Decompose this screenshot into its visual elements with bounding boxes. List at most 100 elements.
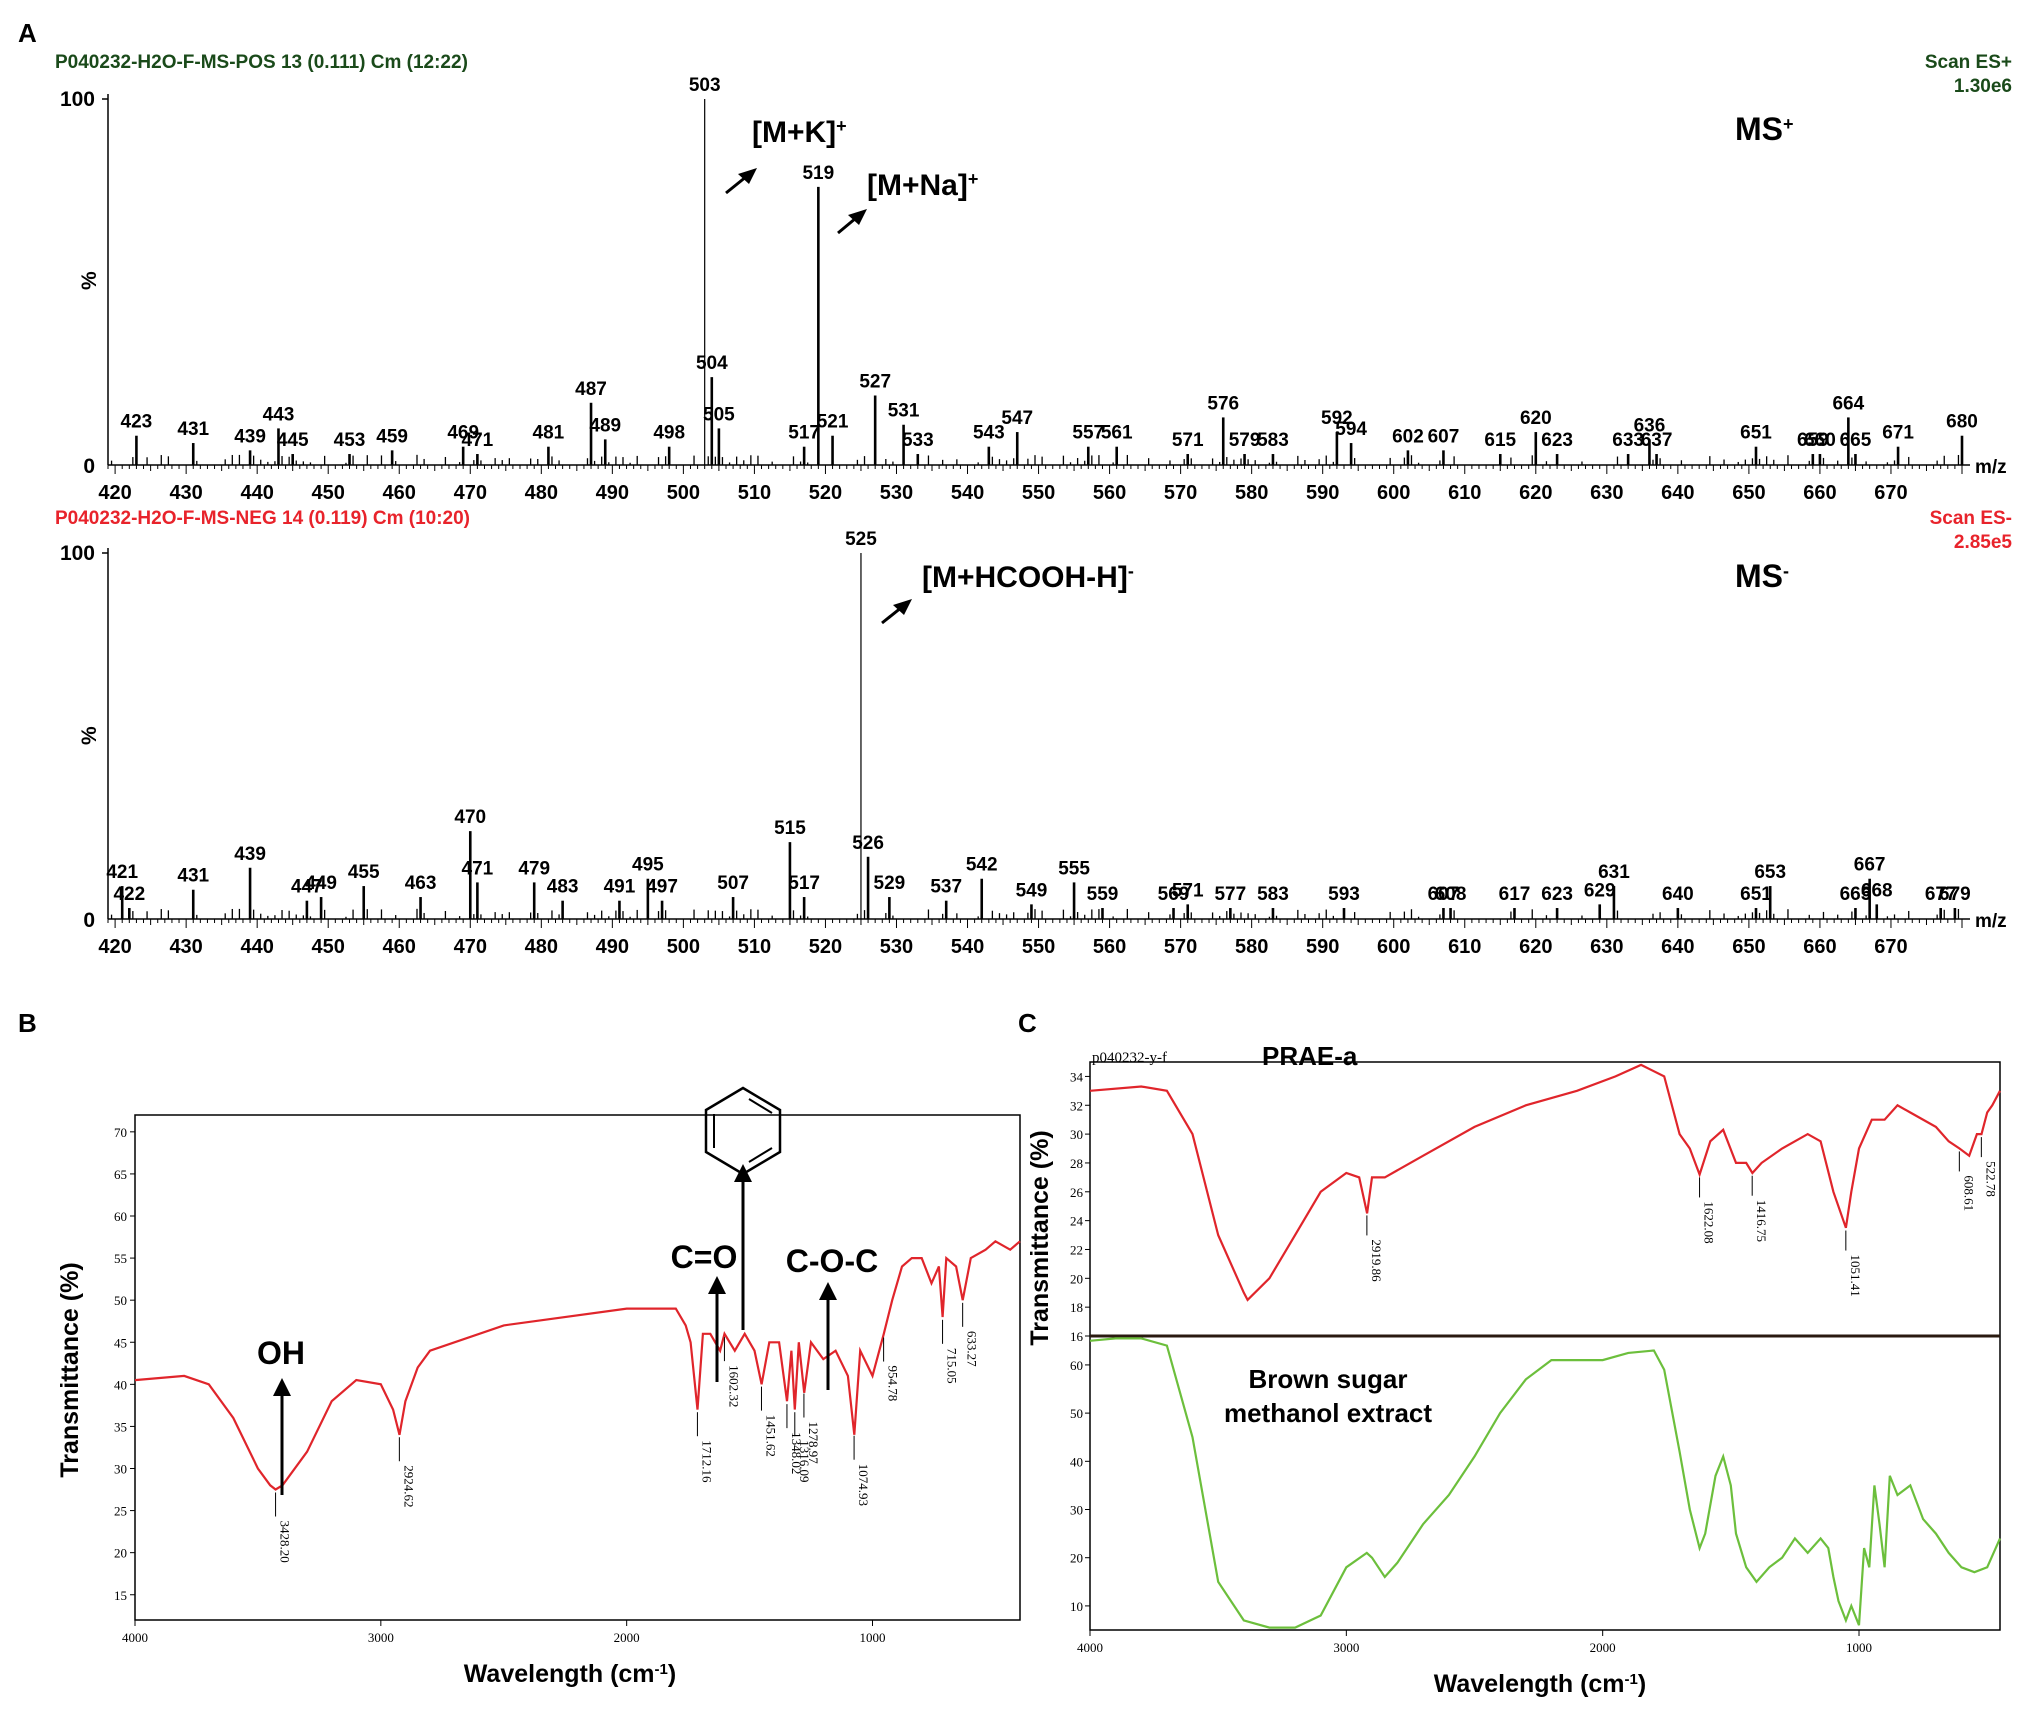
y-tick-label: 30	[1070, 1127, 1083, 1142]
ir-c-file-label: p040232-y-f	[1092, 1050, 1167, 1066]
x-tick-label: 420	[98, 936, 131, 958]
x-tick-label: 460	[383, 482, 416, 504]
ir-c-xlabel: Wavelength (cm-1)	[1434, 1670, 1646, 1698]
y-tick-label: 16	[1070, 1329, 1084, 1344]
peak-label: 559	[1087, 884, 1119, 905]
y-tick-label: 45	[114, 1335, 127, 1350]
annotation-co: C=O	[671, 1239, 738, 1275]
peak-label: 421	[106, 862, 138, 883]
peak-wavenumber: 633.27	[965, 1331, 980, 1367]
ms-neg-scan: Scan ES-	[1930, 508, 2012, 529]
y-tick-label: 30	[114, 1462, 127, 1477]
x-tick-label: 470	[454, 482, 487, 504]
peak-label: 577	[1214, 884, 1246, 905]
x-tick-label: 600	[1377, 936, 1410, 958]
y-tick-label: 18	[1070, 1300, 1083, 1315]
x-tick-label: 590	[1306, 482, 1339, 504]
y-tick-label: 20	[1070, 1271, 1083, 1286]
x-tick-label: 600	[1377, 482, 1410, 504]
peak-label: 487	[575, 379, 607, 400]
ir-b-frame	[134, 1114, 1021, 1621]
x-tick-label: 2000	[614, 1630, 640, 1645]
ir-c-bottom-name-1: Brown sugar	[1249, 1364, 1408, 1394]
ir-b-peak-labels: 3428.20 2924.62 1712.16 1602.32 1451.62 1348.…	[275, 1302, 980, 1563]
peak-label: 469	[447, 423, 479, 444]
peak-label: 449	[305, 873, 337, 894]
y-tick-label: 60	[114, 1209, 127, 1224]
y-tick-label: 50	[1070, 1406, 1083, 1421]
ir-c-frame	[1089, 1061, 2001, 1631]
peak-label: 507	[717, 873, 749, 894]
peak-label: 636	[1634, 415, 1666, 436]
x-tick-label: 590	[1306, 936, 1339, 958]
x-tick-label: 510	[738, 482, 771, 504]
x-tick-label: 570	[1164, 936, 1197, 958]
ms-pos-ytick-0: 0	[83, 455, 95, 478]
peak-label: 515	[774, 818, 806, 839]
y-tick-label: 20	[1070, 1551, 1083, 1566]
peak-label: 453	[334, 430, 366, 451]
peak-wavenumber: 715.05	[945, 1348, 960, 1384]
peak-label: 517	[788, 873, 820, 894]
x-tick-label: 440	[240, 936, 273, 958]
peak-wavenumber: 954.78	[886, 1366, 901, 1402]
peak-label: 498	[653, 423, 685, 444]
peak-label: 631	[1598, 862, 1630, 883]
x-tick-label: 420	[98, 482, 131, 504]
peak-label: 615	[1484, 430, 1516, 451]
ms-pos-ytick-100: 100	[60, 88, 95, 111]
y-tick-label: 55	[114, 1251, 127, 1266]
peak-label: 667	[1854, 855, 1886, 876]
ir-b-xlabel: Wavelength (cm-1)	[464, 1660, 676, 1688]
peak-label: 664	[1832, 393, 1864, 414]
x-tick-label: 560	[1093, 936, 1126, 958]
peak-label: 617	[1499, 884, 1531, 905]
ir-c-bottom-name-2: methanol extract	[1224, 1398, 1432, 1428]
y-tick-label: 15	[114, 1588, 127, 1603]
benzene-ring-icon	[704, 1086, 782, 1176]
y-tick-label: 65	[114, 1167, 127, 1182]
y-tick-label: 24	[1070, 1214, 1084, 1229]
x-tick-label: 640	[1661, 482, 1694, 504]
peak-label: 533	[902, 430, 934, 451]
peak-wavenumber: 1451.62	[763, 1415, 778, 1457]
x-tick-label: 630	[1590, 936, 1623, 958]
annotation-m-k: [M+K]+	[752, 116, 847, 149]
peak-label: 592	[1321, 408, 1353, 429]
peak-wavenumber: 1602.32	[726, 1365, 741, 1407]
ir-c-axes: 4000 3000 2000 1000 16 18 20 22 24 26 28 30 32 34 10 20…	[1070, 1069, 1872, 1655]
x-tick-label: 520	[809, 482, 842, 504]
peak-label: 491	[604, 877, 636, 898]
ms-pos-mode: MS+	[1735, 111, 1794, 147]
x-tick-label: 580	[1235, 482, 1268, 504]
peak-label: 607	[1428, 884, 1460, 905]
y-tick-label: 60	[1070, 1358, 1083, 1373]
peak-label: 527	[859, 371, 891, 392]
y-tick-label: 10	[1070, 1599, 1083, 1614]
x-tick-label: 1000	[1846, 1640, 1872, 1655]
x-tick-label: 550	[1022, 482, 1055, 504]
peak-label: 431	[177, 419, 209, 440]
peak-wavenumber: 3428.20	[278, 1521, 293, 1563]
peak-label: 481	[533, 423, 565, 444]
peak-label: 526	[852, 833, 884, 854]
arrow-m-na	[837, 209, 867, 235]
peak-label: 660	[1804, 430, 1836, 451]
peak-label: 463	[405, 873, 437, 894]
peak-label: 671	[1882, 423, 1914, 444]
x-tick-label: 3000	[368, 1630, 394, 1645]
peak-label: 677	[1925, 884, 1957, 905]
peak-label: 445	[277, 430, 309, 451]
ms-pos-scan: Scan ES+	[1925, 52, 2012, 73]
peak-label: 602	[1392, 426, 1424, 447]
y-tick-label: 30	[1070, 1503, 1083, 1518]
arrow-m-hcooh	[881, 599, 912, 625]
x-tick-label: 540	[951, 936, 984, 958]
peak-label: 640	[1662, 884, 1694, 905]
peak-label: 651	[1740, 884, 1772, 905]
ms-pos-xunit: m/z	[1975, 457, 2007, 478]
peak-label: 537	[930, 877, 962, 898]
peak-label: 443	[263, 404, 295, 425]
